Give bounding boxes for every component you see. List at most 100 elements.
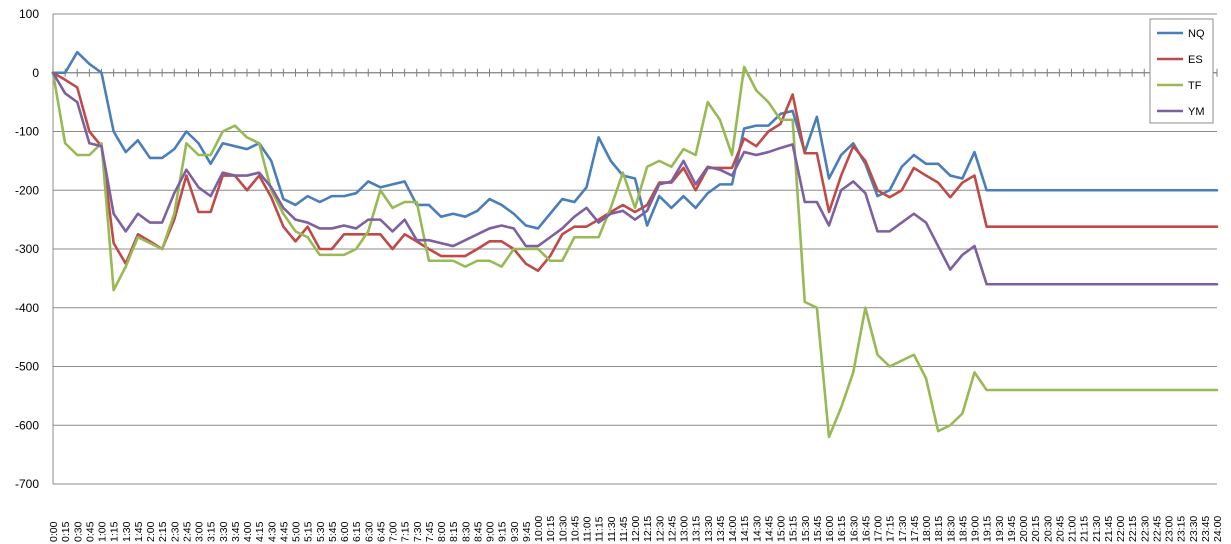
y-tick-label: 0 [32,66,39,80]
x-tick-label: 21:45 [1103,516,1115,542]
x-tick-label: 23:00 [1164,516,1176,542]
x-tick-label: 22:15 [1127,516,1139,542]
x-tick-label: 1:45 [133,521,145,542]
x-tick-label: 5:45 [327,521,339,542]
x-tick-label: 19:15 [982,516,994,542]
x-tick-label: 12:45 [666,516,678,542]
x-tick-label: 2:15 [157,521,169,542]
x-tick-label: 17:45 [909,516,921,542]
x-tick-label: 1:30 [121,521,133,542]
x-tick-label: 22:45 [1151,516,1163,542]
x-tick-label: 11:15 [594,516,606,542]
x-tick-label: 6:30 [363,521,375,542]
x-tick-label: 9:00 [485,521,497,542]
y-tick-label: -200 [15,183,39,197]
x-tick-label: 7:45 [424,521,436,542]
x-tick-label: 10:30 [557,516,569,542]
x-tick-label: 0:00 [48,521,60,542]
x-tick-label: 3:45 [230,521,242,542]
x-tick-label: 4:15 [254,521,266,542]
x-tick-label: 6:15 [351,521,363,542]
x-tick-label: 16:30 [848,516,860,542]
x-tick-label: 2:00 [145,521,157,542]
x-axis-ticks: 0:00 0:15 0:30 0:45 1:00 1:15 1:30 1:45 2:00 2:15… [48,516,1224,542]
x-tick-label: 19:45 [1006,516,1018,542]
x-tick-label: 10:00 [533,516,545,542]
x-tick-label: 14:30 [751,516,763,542]
x-tick-label: 14:00 [727,516,739,542]
x-tick-label: 21:00 [1067,516,1079,542]
x-tick-label: 2:30 [169,521,181,542]
x-tick-label: 12:30 [654,516,666,542]
x-tick-label: 21:15 [1079,516,1091,542]
x-tick-label: 13:00 [679,516,691,542]
legend-label: ES [1188,54,1203,66]
legend-box [1149,18,1214,124]
x-tick-label: 9:30 [509,521,521,542]
x-tick-label: 15:15 [788,516,800,542]
x-tick-label: 17:00 [873,516,885,542]
legend-label: TF [1188,80,1202,92]
x-tick-label: 16:15 [836,516,848,542]
x-tick-label: 5:00 [291,521,303,542]
x-tick-label: 18:30 [945,516,957,542]
x-tick-label: 17:30 [897,516,909,542]
x-tick-label: 0:30 [72,521,84,542]
x-tick-label: 8:45 [472,521,484,542]
x-tick-label: 23:15 [1176,516,1188,542]
x-tick-label: 12:00 [630,516,642,542]
x-tick-label: 18:00 [921,516,933,542]
x-tick-label: 7:00 [388,521,400,542]
legend-label: NQ [1188,28,1205,40]
x-tick-label: 12:15 [642,516,654,542]
x-tick-label: 4:30 [266,521,278,542]
x-tick-label: 19:00 [970,516,982,542]
x-tick-label: 13:30 [703,516,715,542]
series-line-nq [51,50,1219,230]
x-tick-label: 10:45 [569,516,581,542]
x-tick-label: 9:15 [497,521,509,542]
y-tick-label: -300 [15,242,39,256]
x-tick-label: 0:15 [60,521,72,542]
legend: NQ ES TF YM [1149,18,1214,124]
y-tick-label: -700 [15,477,39,491]
x-tick-label: 18:45 [957,516,969,542]
x-tick-label: 20:45 [1054,516,1066,542]
x-tick-label: 21:30 [1091,516,1103,542]
x-tick-label: 22:00 [1115,516,1127,542]
x-tick-label: 3:15 [206,521,218,542]
x-tick-label: 5:30 [315,521,327,542]
y-tick-label: -600 [15,418,39,432]
x-tick-label: 9:45 [521,521,533,542]
y-tick-label: -400 [15,301,39,315]
y-tick-label: 100 [19,7,39,21]
x-tick-label: 16:45 [860,516,872,542]
x-tick-label: 15:00 [776,516,788,542]
x-tick-label: 17:15 [885,516,897,542]
x-tick-label: 18:15 [933,516,945,542]
y-axis-ticks: 100 0 -100 -200 -300 -400 -500 -600 -700 [15,7,39,491]
x-tick-label: 8:00 [436,521,448,542]
series-lines [51,50,1219,439]
x-tick-label: 23:30 [1188,516,1200,542]
series-line-tf [51,65,1219,439]
x-tick-label: 20:00 [1018,516,1030,542]
gridlines [52,13,1217,485]
x-tick-label: 14:15 [739,516,751,542]
x-tick-label: 8:15 [448,521,460,542]
series-line-es [51,71,1219,273]
x-tick-label: 13:15 [691,516,703,542]
x-tick-label: 15:45 [812,516,824,542]
x-tick-label: 10:15 [545,516,557,542]
x-tick-label: 11:30 [606,516,618,542]
x-tick-label: 8:30 [460,521,472,542]
x-tick-label: 6:00 [339,521,351,542]
x-tick-label: 4:45 [278,521,290,542]
x-tick-label: 16:00 [824,516,836,542]
x-tick-label: 2:45 [181,521,193,542]
series-line-ym [51,71,1219,286]
x-tick-label: 1:15 [109,521,121,542]
y-tick-label: -500 [15,360,39,374]
